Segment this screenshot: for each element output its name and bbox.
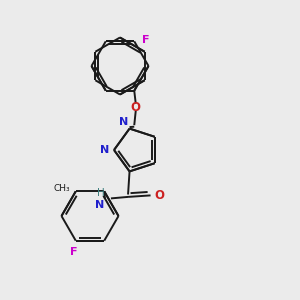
Text: O: O: [131, 101, 141, 114]
Text: N: N: [100, 145, 110, 155]
Text: O: O: [154, 189, 164, 202]
Text: F: F: [142, 35, 149, 45]
Text: N: N: [119, 117, 128, 127]
Text: CH₃: CH₃: [54, 184, 70, 194]
Text: N: N: [95, 200, 105, 210]
Text: H: H: [97, 188, 105, 198]
Text: F: F: [70, 247, 78, 257]
